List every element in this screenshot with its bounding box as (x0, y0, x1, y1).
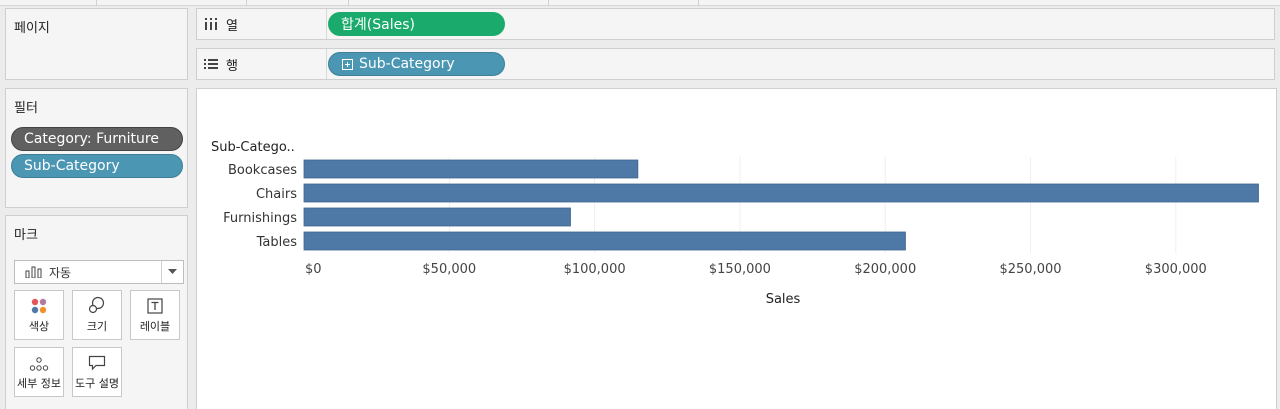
rows-shelf-label: 행 (226, 58, 238, 74)
chevron-down-icon[interactable] (161, 261, 183, 283)
filter-sub-category-pill[interactable]: Sub-Category (11, 154, 183, 178)
bar-tables[interactable] (303, 231, 906, 251)
x-tick-label: $0 (305, 262, 322, 277)
bar-furnishings[interactable] (303, 207, 571, 227)
columns-shelf-header: 열 (197, 9, 327, 39)
label-button[interactable]: 레이블 (130, 290, 180, 340)
rows-icon (204, 59, 218, 69)
bar-bookcases[interactable] (303, 159, 639, 179)
rows-shelf-header: 행 (197, 49, 327, 79)
size-button[interactable]: 크기 (72, 290, 122, 340)
x-tick-label: $100,000 (564, 262, 626, 277)
tooltip-speech-icon (88, 355, 106, 371)
category-label-bookcases[interactable]: Bookcases (228, 163, 297, 178)
bar-chart-icon (25, 266, 42, 278)
x-tick-label: $150,000 (709, 262, 771, 277)
rows-shelf[interactable]: 행 Sub-Category (196, 48, 1275, 80)
text-label-icon (147, 298, 163, 314)
x-tick-label: $300,000 (1145, 262, 1207, 277)
pages-card: 페이지 (5, 8, 188, 80)
marks-card: 마크 자동 색상 크기 레이블 (5, 215, 188, 409)
viz-canvas[interactable]: Sub-Catego.. Bookcases Chairs Furnishings T… (196, 88, 1277, 409)
detail-icon (29, 357, 49, 371)
category-label-furnishings[interactable]: Furnishings (223, 211, 297, 226)
x-tick-label: $50,000 (422, 262, 476, 277)
tooltip-button[interactable]: 도구 설명 (72, 347, 122, 397)
filters-card-title: 필터 (14, 101, 38, 116)
x-tick-label: $250,000 (999, 262, 1061, 277)
tooltip-button-label: 도구 설명 (75, 377, 119, 390)
detail-button-label: 세부 정보 (17, 377, 61, 390)
color-button[interactable]: 색상 (14, 290, 64, 340)
columns-icon (205, 18, 217, 30)
x-tick-label: $200,000 (854, 262, 916, 277)
category-label-tables[interactable]: Tables (256, 235, 298, 250)
columns-shelf-label: 열 (226, 18, 238, 34)
expand-plus-icon[interactable] (342, 58, 353, 70)
x-axis-title: Sales (766, 292, 801, 307)
label-button-label: 레이블 (139, 320, 171, 333)
detail-button[interactable]: 세부 정보 (14, 347, 64, 397)
bar-chairs[interactable] (303, 183, 1259, 203)
top-strip (0, 0, 1280, 6)
size-button-label: 크기 (86, 320, 108, 333)
color-button-label: 색상 (28, 320, 50, 333)
bar-chart[interactable]: Sub-Catego.. Bookcases Chairs Furnishings T… (197, 89, 1278, 409)
mark-type-dropdown[interactable]: 자동 (14, 260, 184, 284)
mark-type-value: 자동 (49, 265, 72, 280)
pages-card-title: 페이지 (14, 21, 50, 36)
sub-category-row-pill[interactable]: Sub-Category (328, 52, 505, 76)
marks-card-title: 마크 (14, 228, 38, 243)
filter-category-pill[interactable]: Category: Furniture (11, 127, 183, 151)
sub-category-row-pill-label: Sub-Category (359, 56, 455, 72)
category-label-chairs[interactable]: Chairs (256, 187, 297, 202)
columns-shelf[interactable]: 열 합계(Sales) (196, 8, 1275, 40)
sum-sales-pill[interactable]: 합계(Sales) (328, 12, 505, 36)
color-palette-icon (31, 298, 47, 314)
size-icon (88, 296, 105, 314)
filters-card: 필터 Category: Furniture Sub-Category (5, 88, 188, 208)
row-header-sub-category: Sub-Catego.. (211, 140, 295, 155)
